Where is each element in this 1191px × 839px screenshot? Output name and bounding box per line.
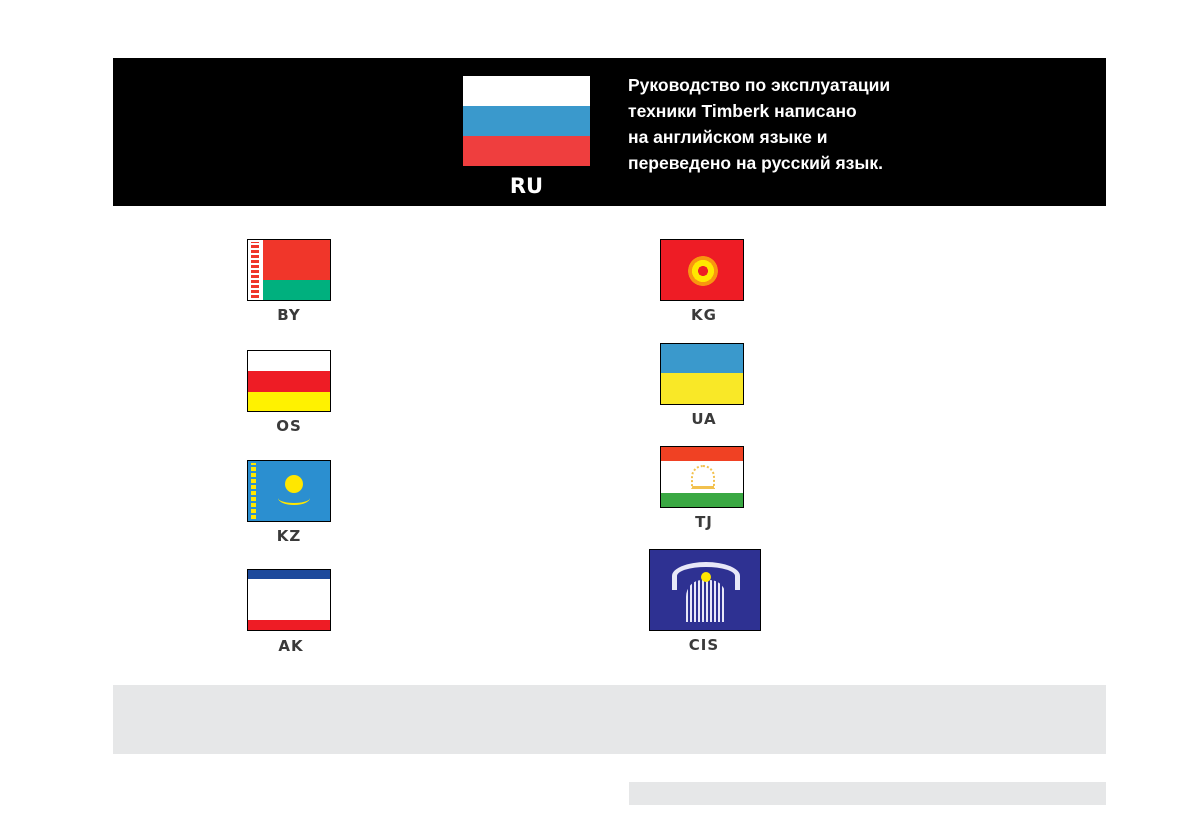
flag-kz [247,460,331,522]
ornament-icon [251,463,256,519]
flag-code-ru: RU [509,174,544,198]
flag-os [247,350,331,412]
eagle-icon [278,491,310,505]
ornament-icon [251,242,259,298]
flag-ru [463,76,590,166]
flag-tj [660,446,744,508]
flag-ak [247,569,331,631]
flag-by [247,239,331,301]
flag-ua [660,343,744,405]
flag-code: BY [277,306,301,324]
sun-icon [688,256,718,286]
gray-band [113,685,1106,754]
flag-kg [660,239,744,301]
flag-code: TJ [695,513,713,531]
flag-code: KG [691,306,717,324]
intro-text: Руководство по эксплуатации техники Timb… [628,75,891,173]
gray-bar [629,782,1106,805]
flag-code: AK [278,637,304,655]
flag-cis [649,549,761,631]
flag-code: OS [276,417,302,435]
sun-icon [285,475,303,493]
language-banner: RU Руководство по эксплуатации техники T… [113,58,1106,206]
crown-icon [691,465,715,489]
flag-code: CIS [688,636,720,654]
flag-code: UA [691,410,717,428]
flag-code: KZ [276,527,302,545]
